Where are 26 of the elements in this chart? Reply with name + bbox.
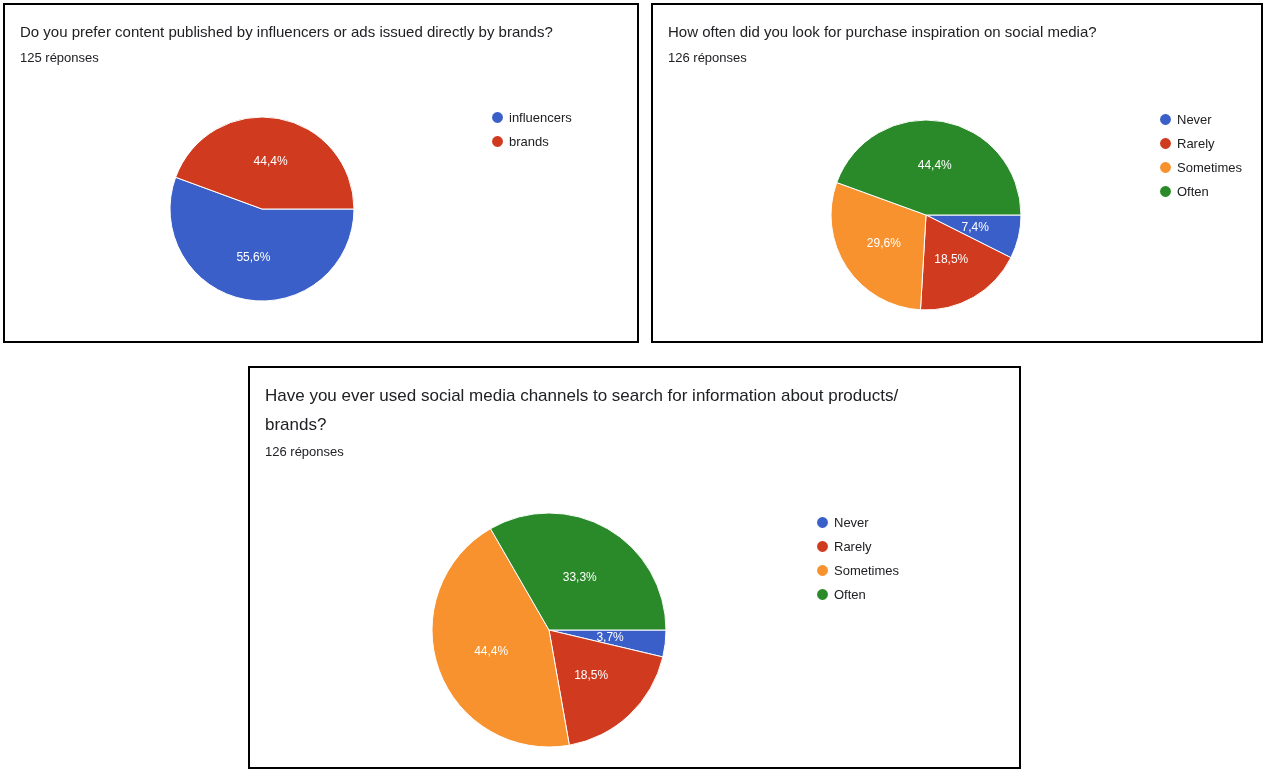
data-label: 18,5%: [574, 667, 609, 682]
data-label: 44,4%: [253, 153, 288, 168]
data-label: 33,3%: [562, 569, 598, 584]
legend-label: Rarely: [1177, 136, 1216, 151]
legend-label: Never: [1177, 112, 1213, 127]
legend-label: brands: [509, 134, 550, 149]
legend-label: Sometimes: [834, 563, 900, 578]
legend-label: Never: [834, 515, 870, 530]
data-label: 55,6%: [236, 250, 271, 265]
legend-label: Often: [834, 587, 866, 602]
data-label: 44,4%: [474, 644, 509, 659]
data-label: 18,5%: [934, 251, 969, 266]
chart-title: Have you ever used social media channels to search for information about products/ brands?: [265, 386, 899, 434]
text: 125 réponses: [20, 50, 100, 65]
chart-title: How often did you look for purchase inspiration on social media?: [668, 23, 1097, 40]
data-label: 44,4%: [917, 158, 953, 173]
legend-label: Rarely: [834, 539, 873, 554]
text: 126 réponses: [668, 50, 748, 65]
chart-title: Do you prefer content published by influencers or ads issued directly by brands?: [20, 23, 553, 40]
text: 126 réponses: [265, 444, 345, 459]
data-label: 3,7%: [596, 630, 625, 645]
legend-label: influencers: [509, 110, 573, 125]
data-label: 7,4%: [961, 219, 990, 234]
legend-label: Often: [1177, 184, 1209, 199]
data-label: 29,6%: [866, 235, 902, 250]
legend-label: Sometimes: [1177, 160, 1243, 175]
